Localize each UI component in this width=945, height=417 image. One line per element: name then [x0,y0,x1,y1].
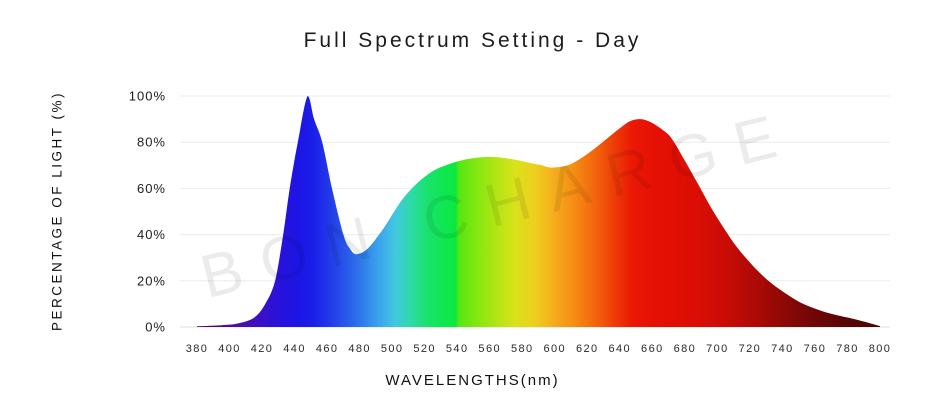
x-tick-label: 440 [283,343,306,355]
x-tick-label: 800 [869,343,892,355]
x-tick-label: 380 [186,343,209,355]
x-tick-label: 620 [576,343,599,355]
x-tick-label: 460 [316,343,339,355]
x-tick-label: 660 [641,343,664,355]
x-tick-label: 400 [218,343,241,355]
x-tick-label: 760 [804,343,827,355]
x-tick-label: 560 [478,343,501,355]
y-tick-label: 80% [137,135,166,150]
y-tick-labels: 0% 20% 40% 60% 80% 100% [129,89,166,335]
x-tick-label: 580 [511,343,534,355]
y-tick-label: 60% [137,181,166,196]
x-tick-label: 740 [771,343,794,355]
y-tick-label: 40% [137,227,166,242]
x-tick-label: 480 [348,343,371,355]
x-tick-label: 540 [446,343,469,355]
x-tick-label: 780 [836,343,859,355]
x-tick-label: 700 [706,343,729,355]
chart-title: Full Spectrum Setting - Day [303,29,642,52]
x-tick-label: 720 [739,343,762,355]
spectrum-area-curve [197,96,880,327]
y-tick-label: 20% [137,273,166,288]
y-tick-label: 100% [129,89,166,104]
x-tick-labels: 380 400 420 440 460 480 500 520 540 560 580 600 620 6… [186,343,892,355]
x-tick-label: 640 [609,343,632,355]
y-tick-label: 0% [145,320,166,335]
x-tick-label: 520 [413,343,436,355]
x-tick-label: 680 [674,343,697,355]
x-tick-label: 500 [381,343,404,355]
x-axis-title: WAVELENGTHS(nm) [385,372,560,389]
x-tick-label: 420 [251,343,274,355]
x-tick-label: 600 [543,343,566,355]
